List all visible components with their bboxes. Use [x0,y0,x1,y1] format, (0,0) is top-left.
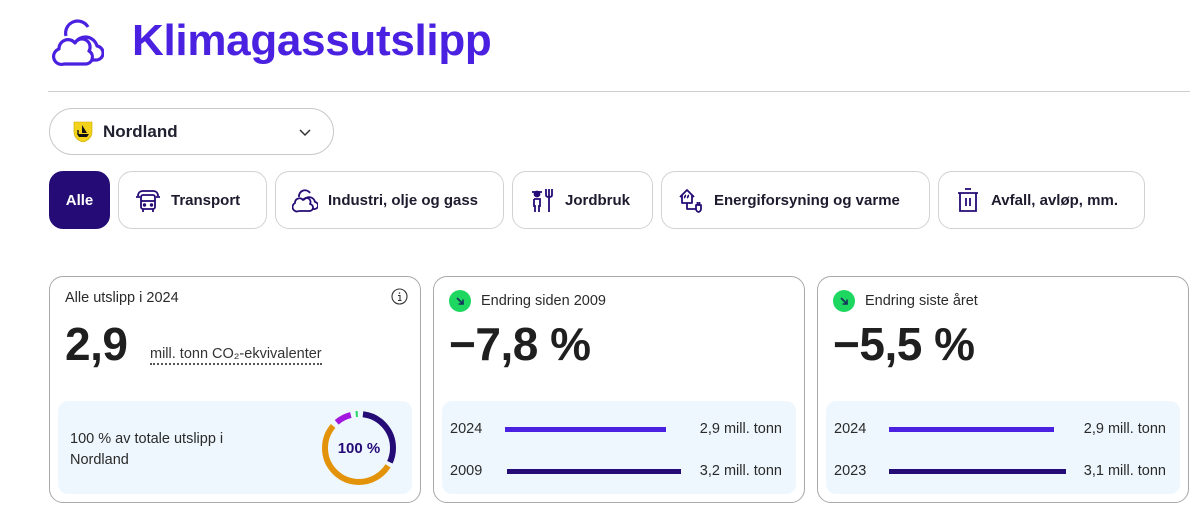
share-text: 100 % av totale utslipp i Nordland [70,431,224,468]
total-value: 2,9 [65,318,128,370]
category-filters: Alle Transport Industri, olje og gass Jo… [49,171,1145,229]
change-value: −5,5 % [833,318,975,370]
cloud-icon [52,19,104,66]
change-last-year-card: Endring siste året −5,5 % 2024 2,9 mill.… [817,276,1189,503]
share-donut-chart [322,411,396,485]
total-emissions-card: Alle utslipp i 2024 2,9 mill. tonn CO₂-e… [49,276,421,503]
comparison-row: 2024 2,9 mill. tonn [834,421,1166,437]
nordland-coat-of-arms-icon [73,121,93,142]
filter-avfall[interactable]: Avfall, avløp, mm. [938,171,1145,229]
arrow-down-right-icon [449,290,471,312]
county-select-value: Nordland [103,121,178,141]
comparison-row: 2024 2,9 mill. tonn [450,421,782,437]
farmer-fork-icon [532,189,553,212]
comparison-panel: 2024 2,9 mill. tonn 2023 3,1 mill. tonn [826,401,1180,494]
bar-2023 [889,468,1066,474]
change-since-2009-card: Endring siden 2009 −7,8 % 2024 2,9 mill.… [433,276,805,503]
county-select[interactable]: Nordland [49,108,334,155]
chevron-down-icon [299,128,311,136]
info-icon[interactable] [391,288,408,305]
comparison-row: 2009 3,2 mill. tonn [450,463,782,479]
arrow-down-right-icon [833,290,855,312]
unit-tooltip-trigger[interactable]: mill. tonn CO₂-ekvivalenter [150,346,322,365]
card-heading: Endring siste året [833,290,978,312]
filter-transport[interactable]: Transport [118,171,267,229]
comparison-panel: 2024 2,9 mill. tonn 2009 3,2 mill. tonn [442,401,796,494]
card-heading: Alle utslipp i 2024 [65,290,179,306]
comparison-row: 2023 3,1 mill. tonn [834,463,1166,479]
page-header: Klimagassutslipp [50,6,492,76]
divider [48,91,1190,92]
card-heading: Endring siden 2009 [449,290,606,312]
filter-industri[interactable]: Industri, olje og gass [275,171,504,229]
trash-icon [958,188,978,212]
cloud-icon [292,189,318,213]
vehicles-icon [136,190,160,212]
bar-2009 [507,468,681,474]
house-plug-icon [679,189,702,213]
filter-alle[interactable]: Alle [49,171,110,229]
change-value: −7,8 % [449,318,591,370]
filter-energiforsyning[interactable]: Energiforsyning og varme [661,171,930,229]
share-panel: 100 % av totale utslipp i Nordland 100 % [58,401,412,494]
page-title: Klimagassutslipp [132,16,492,65]
bar-2024 [889,426,1054,432]
filter-jordbruk[interactable]: Jordbruk [512,171,653,229]
summary-cards: Alle utslipp i 2024 2,9 mill. tonn CO₂-e… [49,276,1189,503]
donut-label: 100 % [337,439,381,457]
bar-2024 [505,426,666,432]
